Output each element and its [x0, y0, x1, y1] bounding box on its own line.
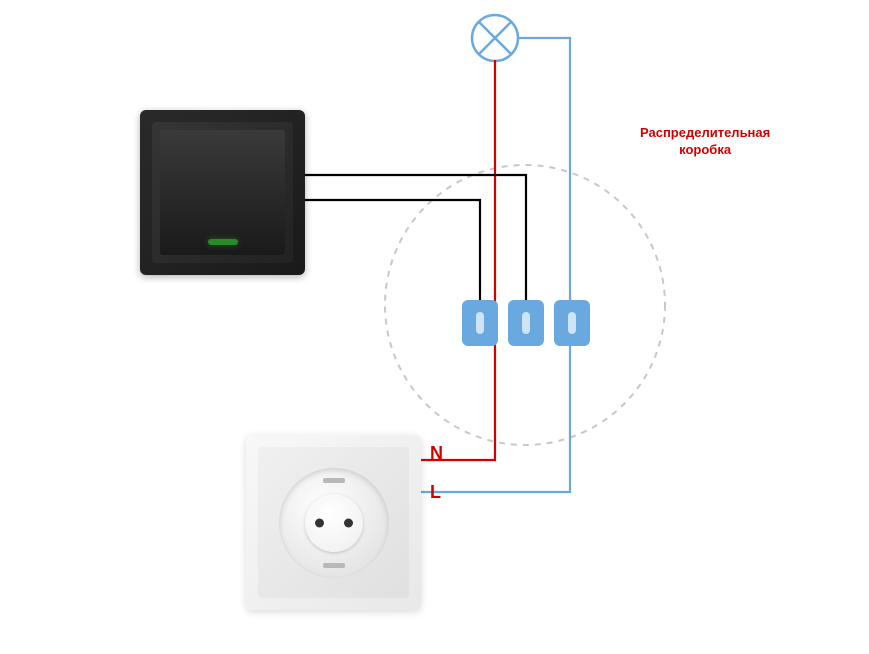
neutral-label: N — [430, 443, 443, 464]
light-switch — [140, 110, 305, 275]
terminal-2 — [508, 300, 544, 346]
terminal-3 — [554, 300, 590, 346]
switch-led-icon — [208, 239, 238, 245]
wire-switch-b — [305, 200, 480, 300]
lamp-icon — [472, 15, 518, 61]
live-label: L — [430, 482, 441, 503]
junction-box-label: Распределительная коробка — [640, 125, 770, 159]
wire-live — [421, 38, 570, 492]
terminal-1 — [462, 300, 498, 346]
wire-neutral — [421, 60, 495, 460]
wiring-diagram: Распределительная коробка N L — [0, 0, 869, 654]
junction-box-label-line1: Распределительная — [640, 125, 770, 142]
wires-layer — [0, 0, 869, 654]
wire-switch-a — [305, 175, 526, 300]
junction-box-label-line2: коробка — [640, 142, 770, 159]
power-socket — [246, 435, 421, 610]
